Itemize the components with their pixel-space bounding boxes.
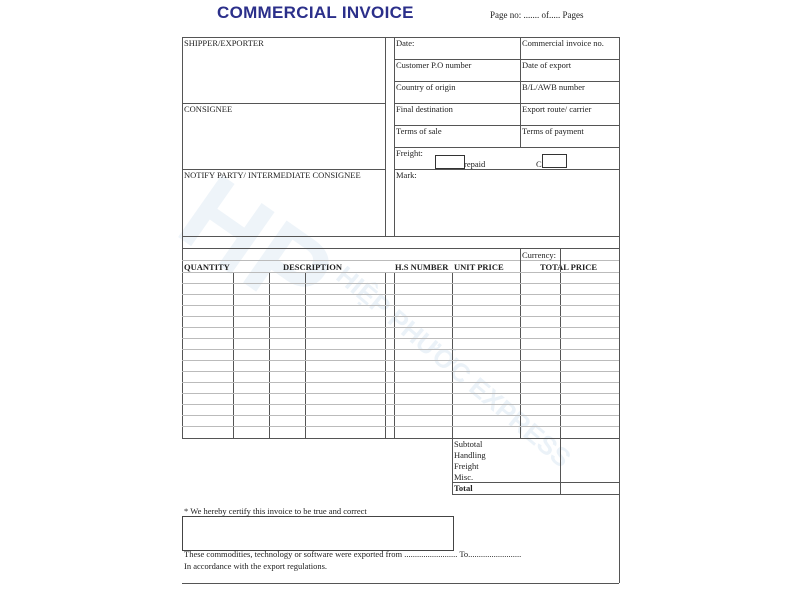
col-description: DESCRIPTION	[283, 262, 343, 272]
table-row[interactable]	[182, 294, 619, 295]
page-number: Page no: ....... of..... Pages	[490, 10, 584, 20]
freight-total-label: Freight	[454, 461, 479, 471]
table-row[interactable]	[182, 404, 619, 405]
col-total-price: TOTAL PRICE	[540, 262, 598, 272]
column-divider	[269, 272, 270, 438]
shipper-exporter-label: SHIPPER/EXPORTER	[184, 38, 264, 48]
table-row[interactable]	[182, 305, 619, 306]
table-row[interactable]	[182, 415, 619, 416]
subtotal-label: Subtotal	[454, 439, 483, 449]
column-divider	[452, 272, 453, 438]
po-number-field[interactable]: Customer P.O number	[396, 60, 472, 70]
table-row[interactable]	[182, 371, 619, 372]
prepaid-label: repaid	[464, 159, 486, 169]
consignee-label: CONSIGNEE	[184, 104, 233, 114]
terms-of-sale-field[interactable]: Terms of sale	[396, 126, 442, 136]
col-quantity: QUANTITY	[184, 262, 230, 272]
table-row[interactable]	[182, 327, 619, 328]
table-row[interactable]	[182, 382, 619, 383]
column-divider	[305, 272, 306, 438]
freight-label: Freight:	[396, 148, 423, 158]
collect-label: C	[536, 159, 542, 169]
column-divider	[394, 272, 395, 438]
mark-field[interactable]: Mark:	[396, 170, 417, 180]
date-of-export-field[interactable]: Date of export	[522, 60, 572, 70]
table-row[interactable]	[182, 316, 619, 317]
invoice-no-field[interactable]: Commercial invoice no.	[522, 38, 604, 48]
handling-label: Handling	[454, 450, 486, 460]
bl-awb-field[interactable]: B/L/AWB number	[522, 82, 585, 92]
col-unit-price: UNIT PRICE	[454, 262, 504, 272]
certify-text: * We hereby certify this invoice to be t…	[184, 506, 367, 516]
regulations-text: In accordance with the export regulation…	[184, 561, 328, 571]
currency-label: Currency:	[522, 250, 556, 260]
terms-of-payment-field[interactable]: Terms of payment	[522, 126, 584, 136]
signature-box[interactable]	[182, 516, 454, 551]
table-row[interactable]	[182, 338, 619, 339]
final-destination-field[interactable]: Final destination	[396, 104, 453, 114]
prepaid-checkbox[interactable]	[435, 155, 465, 169]
col-hs-number: H.S NUMBER	[395, 262, 449, 272]
notify-party-label: NOTIFY PARTY/ INTERMEDIATE CONSIGNEE	[184, 170, 361, 180]
export-route-field[interactable]: Export route/ carrier	[522, 104, 592, 114]
total-label: Total	[454, 483, 473, 493]
export-statement: These commodities, technology or softwar…	[184, 549, 522, 559]
table-row[interactable]	[182, 283, 619, 284]
table-row[interactable]	[182, 272, 619, 273]
table-row[interactable]	[182, 393, 619, 394]
date-field[interactable]: Date:	[396, 38, 415, 48]
collect-checkbox[interactable]	[542, 154, 567, 168]
country-of-origin-field[interactable]: Country of origin	[396, 82, 456, 92]
column-divider	[233, 272, 234, 438]
table-row[interactable]	[182, 349, 619, 350]
column-divider	[385, 272, 386, 438]
misc-label: Misc.	[454, 472, 474, 482]
table-row[interactable]	[182, 360, 619, 361]
table-row[interactable]	[182, 426, 619, 427]
page-title: COMMERCIAL INVOICE	[217, 3, 414, 22]
